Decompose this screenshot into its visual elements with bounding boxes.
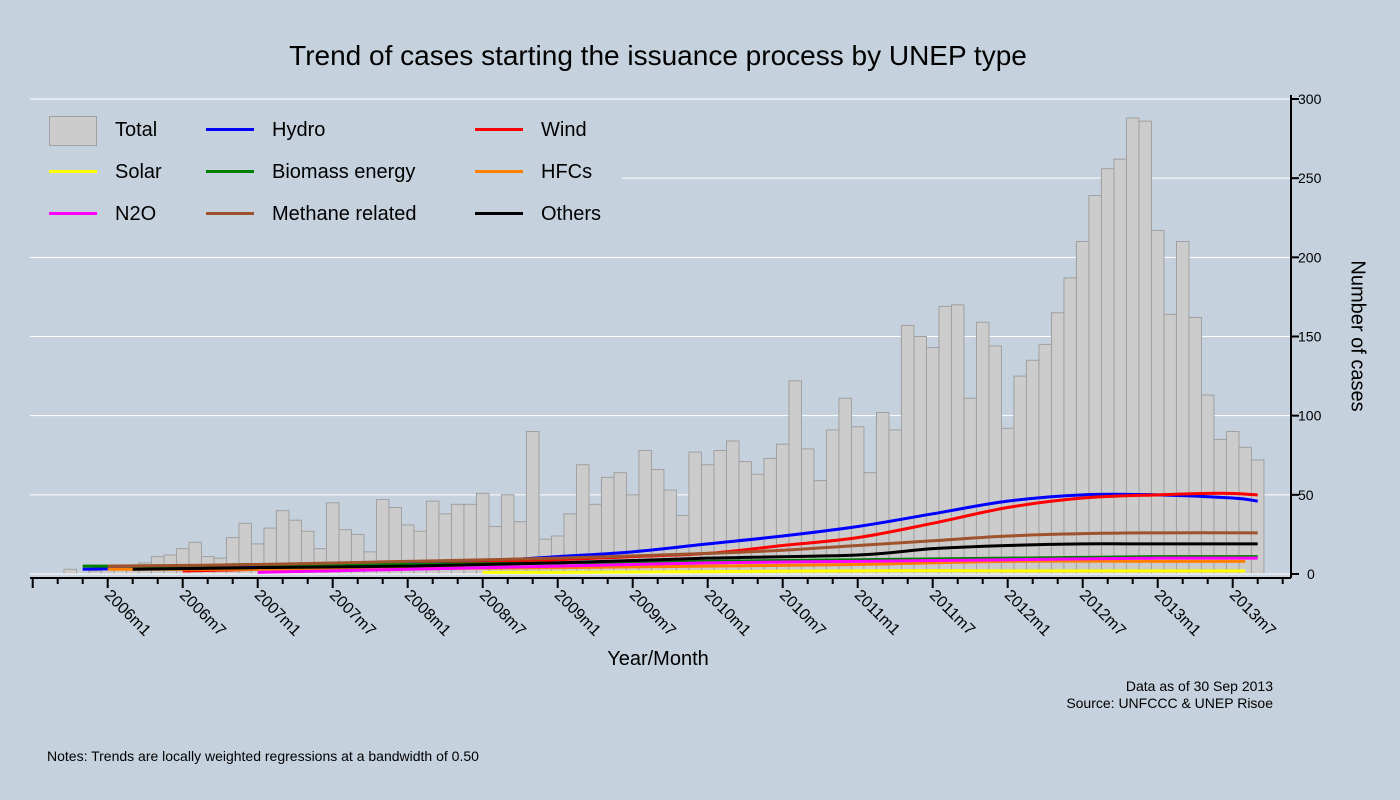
bar-2012m3 [1025, 359, 1040, 575]
bar-2013m5 [1200, 394, 1215, 575]
x-tick-label: 2007m1 [251, 587, 304, 640]
x-tick-label: 2010m7 [776, 587, 829, 640]
legend-swatch-line [206, 170, 254, 173]
bar-2010m7 [775, 443, 790, 575]
bar-2012m9 [1100, 168, 1115, 575]
y-tick-label: 200 [1298, 249, 1322, 265]
trend-line-methane-related [107, 531, 1258, 568]
bar-2011m5 [900, 324, 915, 575]
trend-line-hfcs [107, 559, 1246, 571]
bar-2011m12 [988, 345, 1002, 575]
legend-label: HFCs [541, 161, 593, 183]
x-tick-label: 2006m7 [176, 587, 229, 640]
legend: Total Hydro Wind Solar Biomass energy HFCs N2O… [28, 106, 622, 234]
bar-2012m6 [1063, 277, 1077, 575]
y-tick-label: 0 [1307, 566, 1315, 582]
legend-label: Others [541, 203, 602, 225]
bar-2005m10 [63, 568, 77, 575]
legend-label: Wind [541, 119, 587, 141]
bar-2012m10 [1113, 158, 1127, 575]
legend-swatch-box [49, 116, 97, 146]
x-tick-label: 2008m7 [476, 587, 529, 640]
bar-2009m5 [600, 476, 615, 575]
legend-swatch-line [475, 128, 523, 131]
bar-2011m9 [950, 304, 965, 575]
y-tick-label: 50 [1298, 487, 1314, 503]
legend-label: Hydro [272, 119, 326, 141]
bar-2008m11 [525, 431, 540, 575]
bar-2013m1 [1150, 229, 1165, 575]
bar-2013m3 [1175, 241, 1190, 575]
bar-2011m1 [850, 426, 865, 575]
y-tick-label: 300 [1298, 91, 1322, 107]
trend-line-solar [482, 569, 1246, 574]
bar-2013m7 [1225, 431, 1240, 575]
y-tick-label: 100 [1298, 408, 1322, 424]
legend-swatch-line [206, 128, 254, 131]
bar-2013m6 [1213, 438, 1227, 575]
legend-label: Solar [115, 161, 162, 183]
chart-title: Trend of cases starting the issuance pro… [289, 40, 1027, 71]
bar-2011m3 [875, 412, 890, 575]
bar-2010m5 [750, 473, 765, 575]
bar-2012m8 [1088, 195, 1102, 575]
data-as-of-note: Data as of 30 Sep 2013 [1125, 678, 1273, 694]
legend-swatch-line [475, 212, 523, 215]
legend-swatch-line [49, 170, 97, 173]
bar-2010m11 [825, 429, 840, 575]
bar-2013m8 [1238, 446, 1252, 575]
legend-label: Biomass energy [272, 161, 416, 183]
x-tick-label: 2009m7 [626, 587, 679, 640]
bar-2011m8 [938, 305, 952, 575]
y-tick-label: 250 [1298, 170, 1322, 186]
trend-line-n2o [257, 556, 1258, 574]
bar-2012m7 [1075, 241, 1090, 575]
bar-2012m11 [1125, 117, 1140, 575]
bar-2012m4 [1038, 343, 1052, 575]
trend-line-others [132, 542, 1258, 571]
legend-swatch-line [206, 212, 254, 215]
x-tick-label: 2012m7 [1076, 587, 1129, 640]
bar-2011m6 [913, 336, 927, 575]
x-tick-label: 2008m1 [401, 587, 454, 640]
bar-2009m6 [613, 472, 627, 575]
footnote: Notes: Trends are locally weighted regre… [47, 748, 479, 764]
x-axis-label: Year/Month [607, 648, 709, 670]
legend-label: N2O [115, 203, 157, 225]
legend-label: Methane related [272, 203, 417, 225]
x-tick-label: 2009m1 [551, 587, 604, 640]
x-tick-label: 2011m1 [851, 587, 903, 639]
y-axis-label: Number of cases [1346, 260, 1369, 412]
bar-2012m12 [1138, 120, 1152, 575]
bar-2010m2 [713, 450, 727, 575]
x-tick-label: 2012m1 [1001, 587, 1054, 640]
x-tick-label: 2011m7 [926, 587, 978, 639]
x-tick-label: 2006m1 [101, 587, 154, 640]
bar-2013m4 [1188, 317, 1202, 575]
x-tick-label: 2013m1 [1151, 587, 1204, 640]
legend-label: Total [115, 119, 158, 141]
legend-swatch-line [475, 170, 523, 173]
y-tick-label: 150 [1298, 329, 1322, 345]
bar-2013m2 [1163, 313, 1177, 575]
source-note: Source: UNFCCC & UNEP Risoe [1066, 695, 1273, 711]
x-tick-label: 2013m7 [1226, 587, 1279, 640]
x-tick-label: 2007m7 [326, 587, 379, 640]
x-tick-label: 2010m1 [701, 587, 754, 640]
legend-swatch-line [49, 212, 97, 215]
